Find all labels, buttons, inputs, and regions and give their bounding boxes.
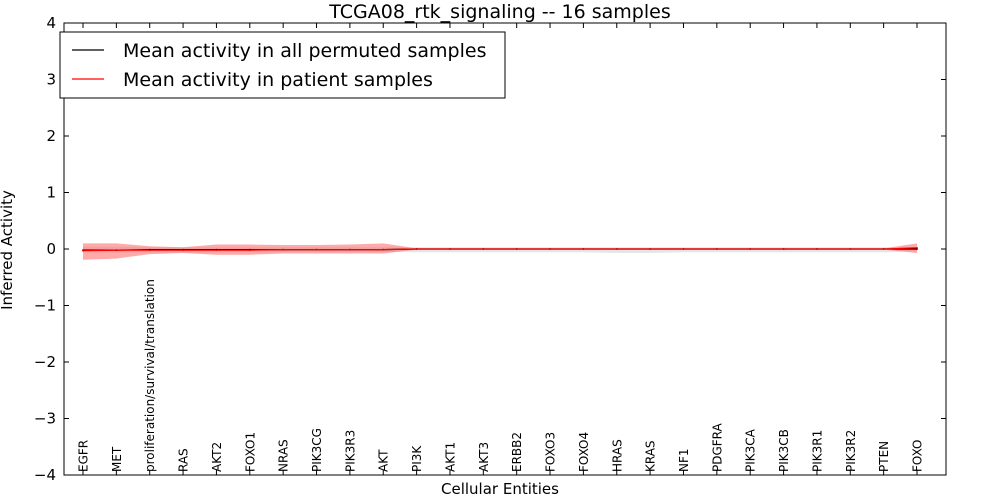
point-series-1-22 — [816, 248, 818, 250]
x-tick-label: PIK3R1 — [810, 430, 824, 472]
point-series-1-15 — [582, 248, 585, 250]
point-series-1-1 — [115, 249, 118, 252]
point-series-1-16 — [615, 248, 618, 250]
y-tick-label: −3 — [34, 410, 56, 428]
x-tick-label: PI3K — [410, 445, 424, 472]
x-tick-label: KRAS — [644, 440, 658, 472]
legend-label-patient: Mean activity in patient samples — [123, 69, 433, 91]
point-series-1-21 — [782, 248, 785, 250]
point-series-1-0 — [82, 249, 84, 252]
x-tick-label: ERBB2 — [510, 432, 524, 472]
point-series-1-13 — [515, 248, 518, 250]
x-axis-label: Cellular Entities — [441, 480, 559, 498]
x-tick-label: FOXO3 — [544, 432, 558, 472]
y-tick-label: −4 — [34, 466, 56, 484]
point-series-1-3 — [182, 249, 185, 252]
x-tick-label: PIK3CB — [777, 429, 791, 472]
point-series-1-25 — [916, 247, 918, 249]
x-tick-label: FOXO — [911, 440, 925, 472]
point-series-1-4 — [215, 249, 218, 252]
point-series-1-18 — [682, 248, 685, 250]
point-series-1-10 — [415, 248, 418, 250]
point-series-1-6 — [282, 248, 285, 251]
x-tick-label: FOXO4 — [577, 432, 591, 472]
point-series-1-5 — [248, 249, 251, 252]
x-tick-label: EGFR — [77, 440, 91, 472]
line-series-1 — [82, 247, 918, 252]
point-series-1-2 — [148, 249, 151, 252]
point-series-1-7 — [315, 248, 318, 251]
x-tick-label: FOXO1 — [243, 432, 257, 472]
x-tick-label: AKT2 — [210, 442, 224, 472]
y-axis-label: Inferred Activity — [0, 190, 16, 310]
legend-box — [59, 31, 506, 99]
point-series-1-11 — [449, 248, 451, 250]
point-series-1-8 — [349, 248, 351, 251]
point-series-1-9 — [382, 248, 385, 251]
x-tick-label: NRAS — [277, 439, 291, 472]
x-tick-label: HRAS — [610, 439, 624, 472]
x-tick-label: NF1 — [677, 448, 691, 472]
y-tick-label: 0 — [46, 240, 56, 258]
x-tick-label: PIK3R2 — [844, 430, 858, 472]
x-tick-label: PIK3CG — [310, 428, 324, 472]
y-tick-label: 3 — [46, 71, 56, 89]
y-tick-label: −1 — [34, 297, 56, 315]
y-tick-label: 1 — [46, 184, 56, 202]
x-tick-label: proliferation/survival/translation — [143, 279, 157, 472]
x-tick-label: AKT3 — [477, 442, 491, 472]
x-tick-label: MET — [110, 446, 124, 472]
x-tick-label: AKT — [377, 449, 391, 472]
point-series-1-12 — [482, 248, 485, 250]
point-series-1-24 — [882, 248, 885, 250]
y-axis: −4 −3 −2 −1 0 1 2 3 4 — [34, 14, 946, 484]
point-series-1-23 — [849, 248, 852, 250]
x-tick-label: PIK3R3 — [343, 430, 357, 472]
point-series-1-19 — [715, 248, 718, 250]
series-lines — [82, 247, 918, 252]
point-series-1-20 — [749, 248, 752, 250]
x-axis: EGFR MET proliferation/survival/translatio… — [77, 23, 925, 475]
y-tick-label: −2 — [34, 353, 56, 371]
confidence-bands — [83, 243, 917, 260]
y-tick-label: 2 — [46, 127, 56, 145]
chart-title: TCGA08_rtk_signaling -- 16 samples — [328, 1, 671, 23]
x-tick-label: AKT1 — [444, 442, 458, 472]
x-tick-label: PDGFRA — [710, 422, 724, 472]
x-tick-label: PTEN — [877, 441, 891, 472]
band-series-1 — [83, 243, 917, 260]
x-tick-label: RAS — [177, 448, 191, 472]
y-tick-label: 4 — [46, 14, 56, 32]
x-tick-label: PIK3CA — [744, 428, 758, 472]
legend: Mean activity in all permuted samples Me… — [59, 31, 506, 99]
point-series-1-17 — [649, 248, 651, 250]
point-series-1-14 — [549, 248, 551, 250]
legend-label-permuted: Mean activity in all permuted samples — [123, 40, 486, 62]
